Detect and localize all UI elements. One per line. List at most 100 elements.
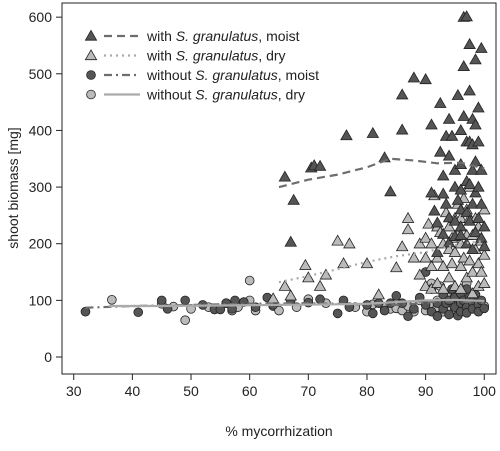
data-point xyxy=(442,149,456,161)
y-tick-label: 500 xyxy=(29,66,53,82)
data-point xyxy=(454,259,468,271)
data-point xyxy=(395,240,409,252)
legend-label-part: S. granulatus xyxy=(176,48,259,64)
data-point xyxy=(366,126,380,138)
data-point xyxy=(472,135,485,147)
data-point xyxy=(477,248,491,260)
data-point xyxy=(180,295,190,306)
data-point xyxy=(409,304,419,314)
data-point xyxy=(457,251,471,263)
legend-label-part: with xyxy=(146,28,176,44)
legend-label: without S. granulatus, moist xyxy=(146,67,319,83)
y-tick-label: 200 xyxy=(29,236,53,252)
data-point xyxy=(419,279,432,291)
data-point xyxy=(407,251,421,263)
data-point xyxy=(469,118,482,130)
data-point xyxy=(472,211,485,223)
data-point xyxy=(451,88,465,100)
data-point xyxy=(436,227,450,239)
data-point xyxy=(457,60,471,72)
data-point xyxy=(419,73,432,85)
legend-label-part: , moist xyxy=(278,67,319,83)
data-point xyxy=(413,268,427,280)
data-point xyxy=(428,204,441,216)
data-point xyxy=(425,259,438,271)
data-point xyxy=(448,180,462,192)
x-tick-label: 100 xyxy=(473,383,497,399)
legend-label-part: without xyxy=(146,67,195,83)
data-point xyxy=(431,276,444,288)
data-point xyxy=(401,211,415,223)
data-point xyxy=(433,96,447,108)
data-point xyxy=(475,197,488,209)
data-point xyxy=(436,282,450,294)
data-point xyxy=(442,112,456,124)
data-point xyxy=(475,163,488,175)
data-point xyxy=(331,234,344,246)
x-tick-label: 60 xyxy=(242,383,258,399)
data-point xyxy=(469,53,482,65)
data-point xyxy=(442,220,456,232)
data-point xyxy=(419,251,432,263)
data-point xyxy=(180,315,190,325)
legend-marker xyxy=(86,70,96,80)
x-axis-title: % mycorrhization xyxy=(225,423,332,439)
data-point xyxy=(431,251,444,263)
data-point xyxy=(384,185,397,197)
data-point xyxy=(466,287,479,299)
data-point xyxy=(479,303,490,314)
x-tick-label: 40 xyxy=(125,383,141,399)
x-tick-label: 90 xyxy=(418,383,434,399)
data-point xyxy=(391,291,402,301)
data-point xyxy=(454,203,468,215)
data-point xyxy=(343,237,356,249)
data-point xyxy=(332,308,343,319)
data-point xyxy=(448,245,462,257)
data-point xyxy=(454,124,468,136)
legend-label: without S. granulatus, dry xyxy=(146,87,305,103)
data-point xyxy=(463,84,476,96)
data-point xyxy=(395,123,409,135)
y-tick-label: 100 xyxy=(29,292,53,308)
data-point xyxy=(407,71,421,83)
data-point xyxy=(436,169,450,181)
data-point xyxy=(472,257,485,269)
data-point xyxy=(302,271,315,283)
data-point xyxy=(425,282,438,294)
data-point xyxy=(337,257,350,269)
y-tick-label: 600 xyxy=(29,9,53,25)
data-point xyxy=(466,197,479,209)
data-point xyxy=(278,279,292,291)
data-point xyxy=(439,197,453,209)
series-points xyxy=(80,267,490,322)
trend-line xyxy=(278,239,485,284)
legend-label-part: , dry xyxy=(278,87,305,103)
data-point xyxy=(319,268,333,280)
data-point xyxy=(460,271,473,283)
data-point xyxy=(133,307,144,318)
data-point xyxy=(454,228,468,240)
data-point xyxy=(313,159,327,171)
data-point xyxy=(472,180,485,192)
trend-line xyxy=(108,298,485,308)
x-tick-label: 50 xyxy=(183,383,199,399)
data-point xyxy=(442,271,456,283)
data-point xyxy=(454,183,468,195)
legend-label-part: with xyxy=(146,48,176,64)
series-points xyxy=(278,10,491,257)
data-point xyxy=(299,258,312,270)
data-point xyxy=(107,294,117,305)
data-point xyxy=(287,193,300,205)
legend-marker xyxy=(86,89,96,100)
legend-label-part: S. granulatus xyxy=(195,67,278,83)
data-point xyxy=(419,231,432,243)
data-point xyxy=(401,223,415,235)
data-point xyxy=(463,37,476,49)
data-point xyxy=(448,279,462,291)
data-point xyxy=(403,311,413,322)
x-axis: 30 40 50 60 70 80 90 100 xyxy=(66,374,496,399)
y-tick-label: 400 xyxy=(29,122,53,138)
data-point xyxy=(425,237,438,249)
